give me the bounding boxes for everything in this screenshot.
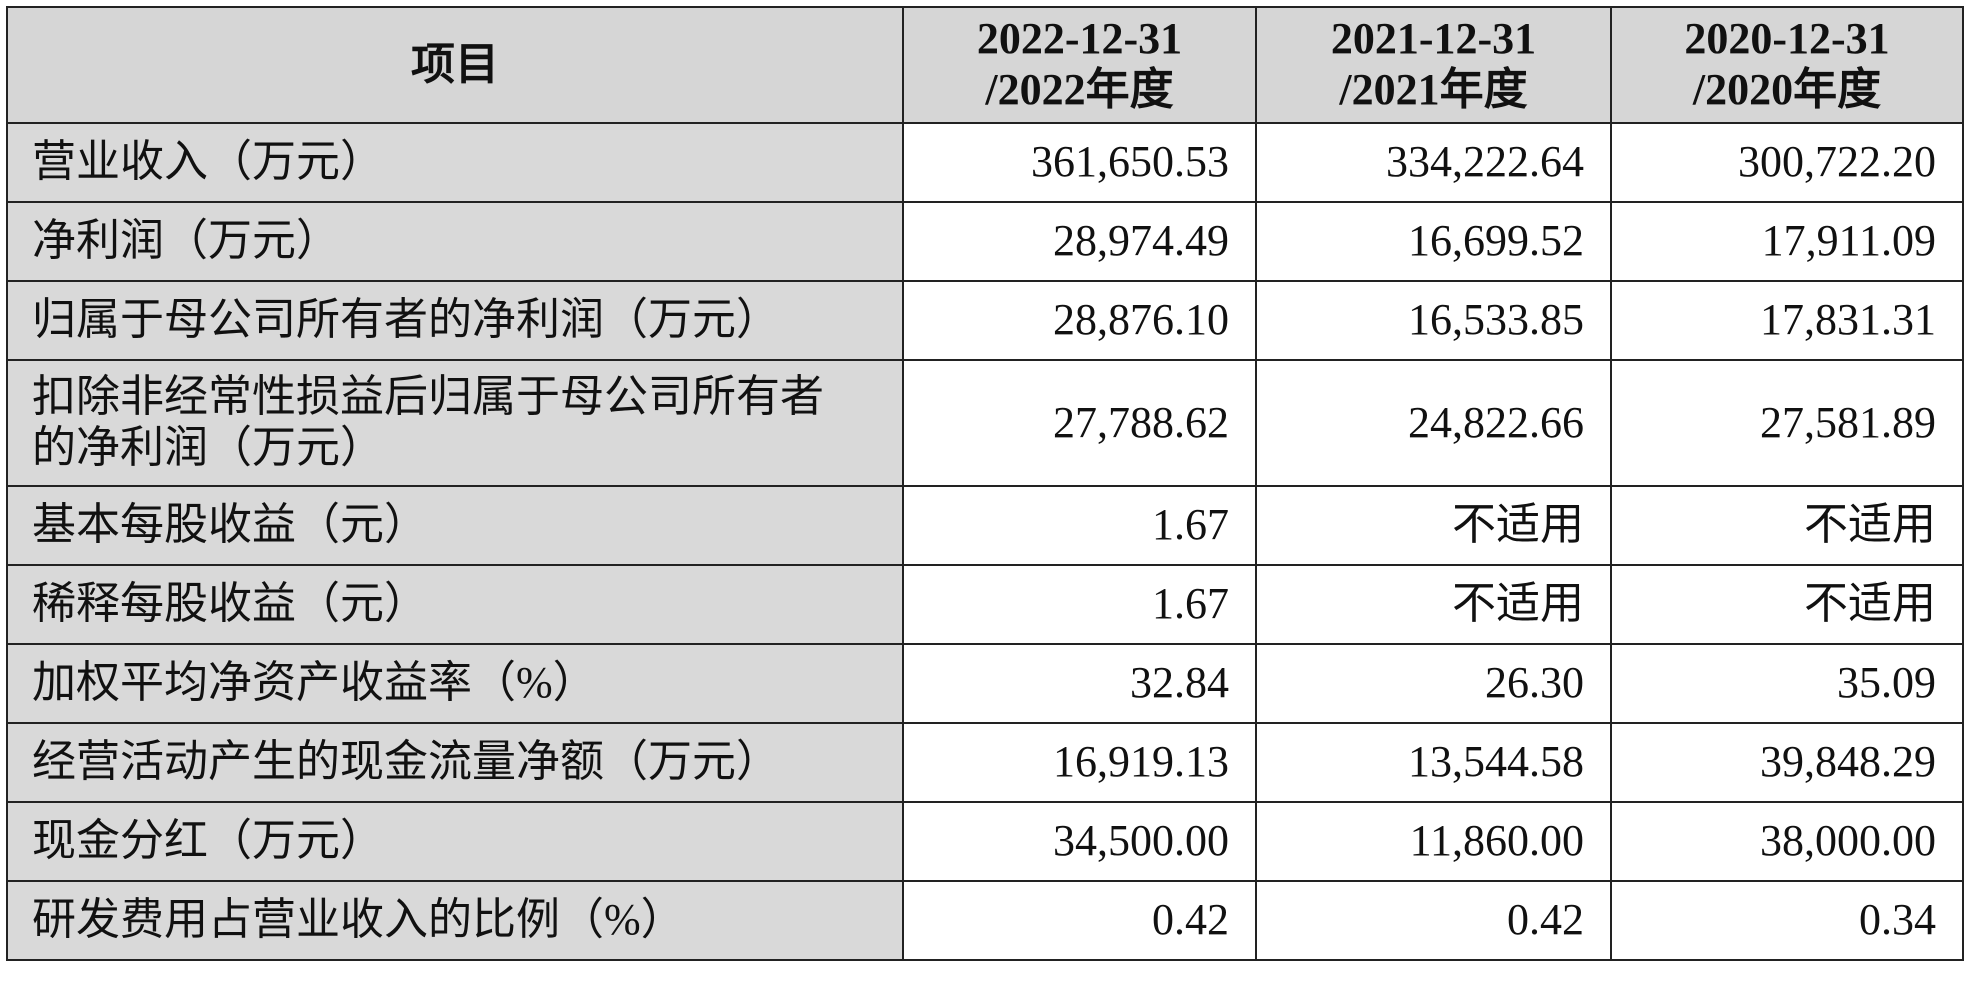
header-cell: 2021-12-31 /2021年度 xyxy=(1255,6,1612,124)
header-cell: 2020-12-31 /2020年度 xyxy=(1610,6,1964,124)
value-cell: 28,876.10 xyxy=(902,280,1257,361)
table-row: 经营活动产生的现金流量净额（万元） 16,919.13 13,544.58 39,84… xyxy=(6,722,1964,803)
value-cell: 26.30 xyxy=(1255,643,1612,724)
value-cell: 24,822.66 xyxy=(1255,359,1612,487)
row-label: 加权平均净资产收益率（%） xyxy=(6,643,904,724)
value-cell: 13,544.58 xyxy=(1255,722,1612,803)
value-cell: 0.34 xyxy=(1610,880,1964,961)
value-cell: 0.42 xyxy=(902,880,1257,961)
value-cell: 39,848.29 xyxy=(1610,722,1964,803)
table-row: 净利润（万元） 28,974.49 16,699.52 17,911.09 xyxy=(6,201,1964,282)
row-label: 现金分红（万元） xyxy=(6,801,904,882)
value-cell: 34,500.00 xyxy=(902,801,1257,882)
row-label: 研发费用占营业收入的比例（%） xyxy=(6,880,904,961)
table-row: 基本每股收益（元） 1.67 不适用 不适用 xyxy=(6,485,1964,566)
value-cell: 16,919.13 xyxy=(902,722,1257,803)
value-cell: 27,581.89 xyxy=(1610,359,1964,487)
row-label: 经营活动产生的现金流量净额（万元） xyxy=(6,722,904,803)
financial-table: 项目 2022-12-31 /2022年度 2021-12-31 /2021年度 20… xyxy=(6,6,1964,961)
table-body: 营业收入（万元） 361,650.53 334,222.64 300,722.20 净利… xyxy=(6,122,1964,961)
header-row: 项目 2022-12-31 /2022年度 2021-12-31 /2021年度 20… xyxy=(6,6,1964,124)
table-row: 研发费用占营业收入的比例（%） 0.42 0.42 0.34 xyxy=(6,880,1964,961)
value-cell: 38,000.00 xyxy=(1610,801,1964,882)
row-label: 归属于母公司所有者的净利润（万元） xyxy=(6,280,904,361)
header-cell: 项目 xyxy=(6,6,904,124)
value-cell: 不适用 xyxy=(1255,485,1612,566)
value-cell: 27,788.62 xyxy=(902,359,1257,487)
table-row: 归属于母公司所有者的净利润（万元） 28,876.10 16,533.85 17,83… xyxy=(6,280,1964,361)
value-cell: 0.42 xyxy=(1255,880,1612,961)
value-cell: 35.09 xyxy=(1610,643,1964,724)
table-row: 加权平均净资产收益率（%） 32.84 26.30 35.09 xyxy=(6,643,1964,724)
value-cell: 17,911.09 xyxy=(1610,201,1964,282)
value-cell: 1.67 xyxy=(902,485,1257,566)
row-label: 净利润（万元） xyxy=(6,201,904,282)
value-cell: 11,860.00 xyxy=(1255,801,1612,882)
value-cell: 1.67 xyxy=(902,564,1257,645)
table-row: 稀释每股收益（元） 1.67 不适用 不适用 xyxy=(6,564,1964,645)
row-label: 稀释每股收益（元） xyxy=(6,564,904,645)
table-row: 营业收入（万元） 361,650.53 334,222.64 300,722.20 xyxy=(6,122,1964,203)
table-row: 现金分红（万元） 34,500.00 11,860.00 38,000.00 xyxy=(6,801,1964,882)
table-row: 扣除非经常性损益后归属于母公司所有者的净利润（万元） 27,788.62 24,82… xyxy=(6,359,1964,487)
value-cell: 334,222.64 xyxy=(1255,122,1612,203)
value-cell: 16,533.85 xyxy=(1255,280,1612,361)
value-cell: 16,699.52 xyxy=(1255,201,1612,282)
value-cell: 不适用 xyxy=(1255,564,1612,645)
value-cell: 不适用 xyxy=(1610,485,1964,566)
row-label: 基本每股收益（元） xyxy=(6,485,904,566)
value-cell: 不适用 xyxy=(1610,564,1964,645)
value-cell: 300,722.20 xyxy=(1610,122,1964,203)
value-cell: 32.84 xyxy=(902,643,1257,724)
row-label: 营业收入（万元） xyxy=(6,122,904,203)
row-label: 扣除非经常性损益后归属于母公司所有者的净利润（万元） xyxy=(6,359,904,487)
value-cell: 28,974.49 xyxy=(902,201,1257,282)
value-cell: 17,831.31 xyxy=(1610,280,1964,361)
value-cell: 361,650.53 xyxy=(902,122,1257,203)
header-cell: 2022-12-31 /2022年度 xyxy=(902,6,1257,124)
